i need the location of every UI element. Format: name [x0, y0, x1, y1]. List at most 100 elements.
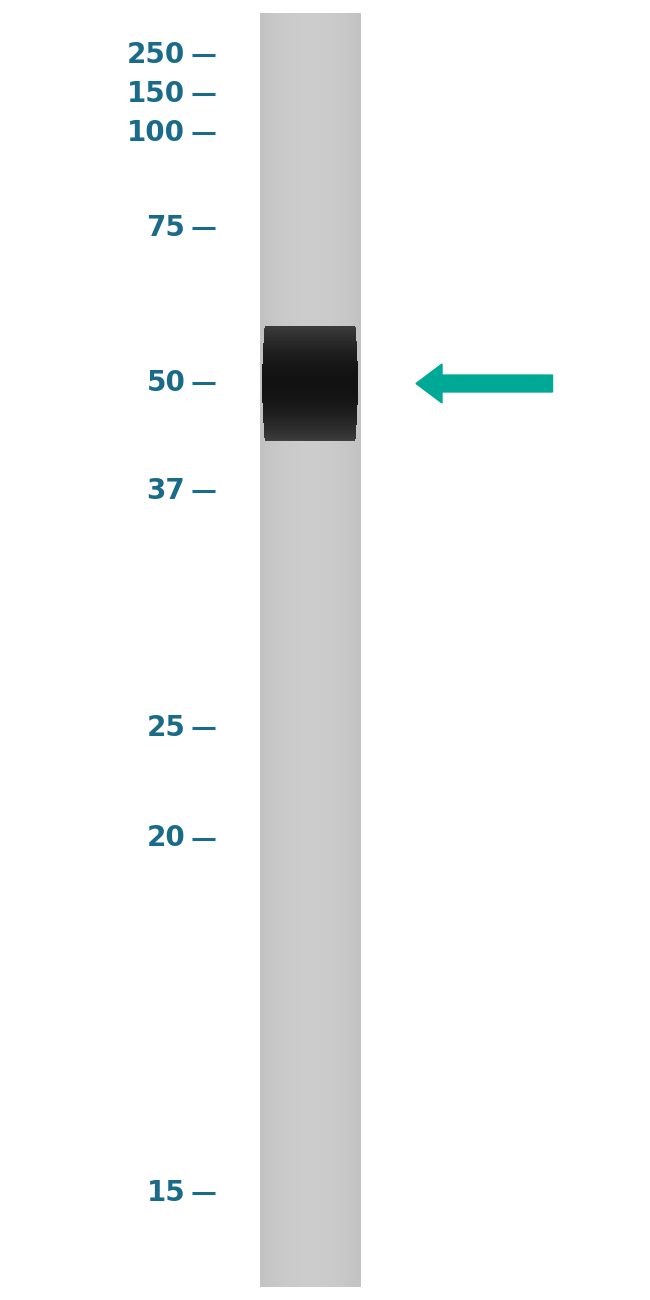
Bar — [295, 13, 296, 1287]
Bar — [270, 13, 271, 1287]
Bar — [358, 13, 359, 1287]
Bar — [346, 13, 347, 1287]
Bar — [265, 13, 266, 1287]
Bar — [349, 13, 350, 1287]
Bar — [359, 13, 360, 1287]
Bar — [278, 13, 279, 1287]
Bar — [273, 13, 274, 1287]
Bar — [343, 13, 344, 1287]
Bar — [277, 13, 278, 1287]
Text: 37: 37 — [146, 477, 185, 506]
Bar — [275, 13, 276, 1287]
Bar — [297, 13, 298, 1287]
Bar — [338, 13, 339, 1287]
Bar — [271, 13, 272, 1287]
Bar — [263, 13, 264, 1287]
Bar — [285, 13, 286, 1287]
Bar — [322, 13, 323, 1287]
Bar — [327, 13, 328, 1287]
Bar — [351, 13, 352, 1287]
Text: 150: 150 — [127, 79, 185, 108]
Bar — [289, 13, 290, 1287]
Bar — [274, 13, 275, 1287]
Bar — [276, 13, 277, 1287]
Bar — [298, 13, 299, 1287]
Bar — [359, 13, 360, 1287]
Bar — [299, 13, 300, 1287]
Bar — [272, 13, 273, 1287]
Bar — [358, 13, 359, 1287]
Bar — [312, 13, 313, 1287]
Text: 20: 20 — [146, 824, 185, 853]
Bar — [301, 13, 302, 1287]
Bar — [307, 13, 308, 1287]
Bar — [316, 13, 317, 1287]
Bar — [329, 13, 330, 1287]
Bar — [336, 13, 337, 1287]
Bar — [356, 13, 357, 1287]
Bar — [266, 13, 267, 1287]
Bar — [317, 13, 318, 1287]
Bar — [347, 13, 348, 1287]
Bar — [268, 13, 269, 1287]
Bar — [261, 13, 262, 1287]
Bar — [263, 13, 264, 1287]
Bar — [342, 13, 343, 1287]
Bar — [349, 13, 350, 1287]
Bar — [278, 13, 279, 1287]
Bar — [302, 13, 303, 1287]
Bar — [351, 13, 352, 1287]
Bar — [294, 13, 295, 1287]
Bar — [280, 13, 281, 1287]
Bar — [334, 13, 335, 1287]
Bar — [289, 13, 290, 1287]
Bar — [332, 13, 333, 1287]
Bar — [284, 13, 285, 1287]
Bar — [261, 13, 262, 1287]
Bar — [340, 13, 341, 1287]
Bar — [332, 13, 333, 1287]
Bar — [275, 13, 276, 1287]
Bar — [315, 13, 316, 1287]
Bar — [348, 13, 349, 1287]
Bar — [270, 13, 271, 1287]
Bar — [259, 13, 261, 1287]
Bar — [337, 13, 338, 1287]
Text: 25: 25 — [146, 714, 185, 742]
Bar — [326, 13, 327, 1287]
Bar — [330, 13, 331, 1287]
Bar — [286, 13, 287, 1287]
Bar — [356, 13, 357, 1287]
Bar — [314, 13, 315, 1287]
Bar — [313, 13, 314, 1287]
Bar — [329, 13, 330, 1287]
Bar — [309, 13, 311, 1287]
Bar — [271, 13, 272, 1287]
Bar — [354, 13, 355, 1287]
Bar — [310, 13, 311, 1287]
Bar — [335, 13, 336, 1287]
Bar — [282, 13, 283, 1287]
Bar — [345, 13, 346, 1287]
Bar — [288, 13, 289, 1287]
Bar — [307, 13, 308, 1287]
Bar — [288, 13, 289, 1287]
Bar — [317, 13, 318, 1287]
Bar — [318, 13, 319, 1287]
Bar — [274, 13, 275, 1287]
Bar — [318, 13, 319, 1287]
Bar — [302, 13, 303, 1287]
Bar — [346, 13, 347, 1287]
Bar — [303, 13, 304, 1287]
Bar — [298, 13, 299, 1287]
Bar — [353, 13, 354, 1287]
Bar — [296, 13, 297, 1287]
Bar — [311, 13, 312, 1287]
Bar — [264, 13, 265, 1287]
Bar — [272, 13, 273, 1287]
Bar — [343, 13, 344, 1287]
Bar — [308, 13, 309, 1287]
Bar — [290, 13, 291, 1287]
Bar — [342, 13, 343, 1287]
Bar — [293, 13, 294, 1287]
